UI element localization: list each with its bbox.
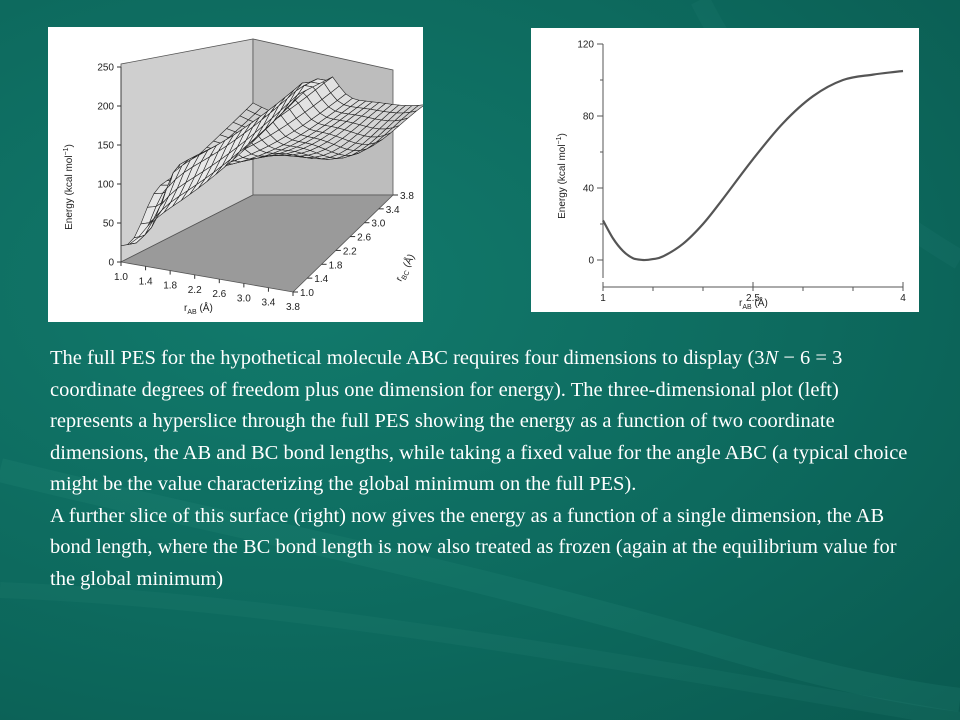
x-tick-label: 4 — [900, 293, 906, 304]
x-tick-label: 3.4 — [261, 298, 275, 309]
y-tick-label: 1.8 — [329, 260, 343, 271]
z-tick-label: 50 — [103, 219, 115, 230]
y-tick-label: 3.4 — [386, 205, 400, 216]
x-tick-label: 3.0 — [237, 293, 251, 304]
curve-axes: 0 40 80 120 1 2.5 4 — [577, 40, 906, 305]
y-tick-label: 120 — [577, 40, 594, 51]
y-tick-label: 40 — [583, 184, 595, 195]
x-tick-label: 2.2 — [188, 285, 202, 296]
x-axis-label: rAB (Å) — [739, 296, 768, 311]
y-axis-ticks: 1.01.41.82.22.63.03.43.8 — [293, 191, 414, 299]
pes-3d-plot-panel: 0 50 100 150 200 250 1.0 1.4 1.8 2.2 2.6 3.0 3.4 3.8… — [48, 27, 423, 322]
y-axis-label: rBC (Å) — [392, 252, 419, 285]
x-tick-label: 1.4 — [139, 276, 153, 287]
z-tick-label: 100 — [97, 180, 114, 191]
z-tick-label: 0 — [108, 258, 114, 269]
x-tick-label: 2.6 — [212, 289, 226, 300]
caption-text: The full PES for the hypothetical molecu… — [50, 343, 920, 595]
z-tick-label: 250 — [97, 63, 114, 74]
y-tick-label: 1.4 — [314, 274, 328, 285]
z-axis-ticks: 0 50 100 150 200 250 — [97, 63, 122, 269]
energy-curve-panel: 0 40 80 120 1 2.5 4 Energy (kcal mol−1) rAB (Å… — [531, 28, 919, 312]
x-tick-label: 1 — [600, 293, 606, 304]
y-tick-label: 2.2 — [343, 246, 357, 257]
x-tick-label: 3.8 — [286, 302, 300, 313]
y-axis-label: Energy (kcal mol−1) — [556, 133, 568, 219]
x-tick-label: 1.0 — [114, 272, 128, 283]
y-tick-label: 3.8 — [400, 191, 414, 202]
z-tick-label: 150 — [97, 141, 114, 152]
y-tick-label: 1.0 — [300, 288, 314, 299]
z-axis-label: Energy (kcal mol−1) — [63, 144, 75, 230]
surface-cell — [120, 242, 137, 247]
y-tick-label: 80 — [583, 112, 595, 123]
x-axis-label: rAB (Å) — [184, 301, 213, 316]
surface-mesh — [120, 76, 423, 247]
z-tick-label: 200 — [97, 102, 114, 113]
caption-paragraph-1: The full PES for the hypothetical molecu… — [50, 347, 908, 495]
y-tick-label: 0 — [588, 256, 594, 267]
x-axis-ticks: 1.0 1.4 1.8 2.2 2.6 3.0 3.4 3.8 — [114, 262, 300, 313]
y-tick-label: 3.0 — [371, 219, 385, 230]
caption-paragraph-2: A further slice of this surface (right) … — [50, 504, 897, 590]
x-tick-label: 2.5 — [746, 293, 760, 304]
y-tick-label: 2.6 — [357, 233, 371, 244]
x-tick-label: 1.8 — [163, 281, 177, 292]
energy-vs-rab-chart: 0 40 80 120 1 2.5 4 Energy (kcal mol−1) rAB (Å… — [556, 40, 906, 312]
series-line — [602, 69, 904, 262]
